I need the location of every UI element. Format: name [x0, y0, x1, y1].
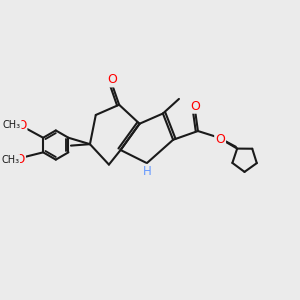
Text: O: O	[190, 100, 200, 113]
Text: H: H	[143, 165, 152, 178]
Text: O: O	[215, 133, 225, 146]
Text: O: O	[107, 74, 117, 86]
Text: CH₃: CH₃	[2, 154, 20, 165]
Text: O: O	[17, 119, 26, 132]
Text: CH₃: CH₃	[3, 121, 21, 130]
Text: O: O	[16, 153, 25, 166]
